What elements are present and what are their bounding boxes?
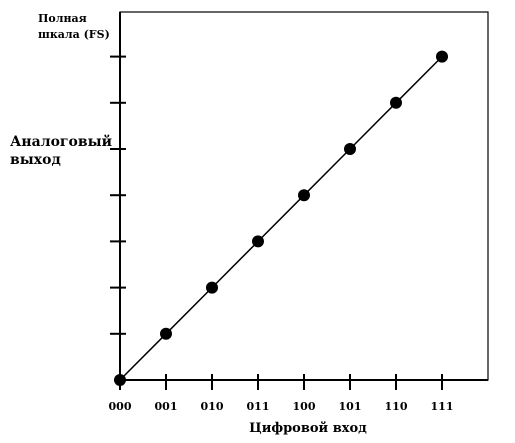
x-ticks xyxy=(119,374,443,390)
x-tick-label: 111 xyxy=(431,400,454,413)
fullscale-label-line-1: Полная xyxy=(38,12,87,25)
data-point xyxy=(344,143,356,155)
x-axis-label: Цифровой вход xyxy=(249,421,367,436)
fullscale-label-line-2: шкала (FS) xyxy=(38,28,110,41)
data-point xyxy=(436,50,448,63)
data-point xyxy=(160,327,172,340)
data-point xyxy=(206,281,218,294)
data-point xyxy=(390,96,402,109)
series-line xyxy=(119,56,443,381)
x-tick-label: 001 xyxy=(155,400,178,413)
y-ticks xyxy=(110,55,126,335)
x-tick-label: 110 xyxy=(385,400,408,413)
x-tick-label: 100 xyxy=(293,400,316,413)
y-axis-label-line-2: выход xyxy=(10,152,61,168)
x-tick-label: 101 xyxy=(339,400,362,413)
data-point xyxy=(298,189,310,202)
x-tick-label: 000 xyxy=(109,400,132,413)
y-axis-label-line-1: Аналоговый xyxy=(10,133,112,150)
x-tick-label: 010 xyxy=(201,400,224,413)
data-point xyxy=(114,374,126,386)
x-tick-label: 011 xyxy=(247,400,270,413)
x-tick-labels: 000 001 010 011 100 101 110 111 xyxy=(109,400,454,413)
data-point xyxy=(252,235,264,248)
data-points xyxy=(114,50,448,386)
